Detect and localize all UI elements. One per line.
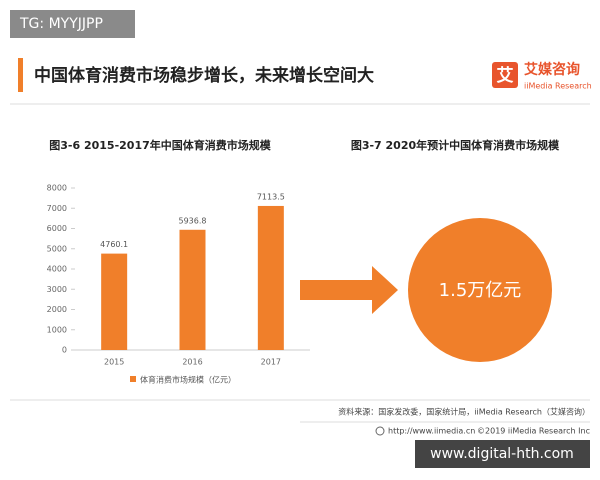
- logo-sub: iiMedia Research: [524, 82, 592, 91]
- y-tick-label: 3000: [47, 285, 67, 294]
- logo-icon-bg: [492, 62, 518, 88]
- logo-icon: 艾: [497, 65, 514, 86]
- legend-label: 体育消费市场规模（亿元）: [140, 375, 236, 385]
- data-label: 4760.1: [100, 240, 128, 249]
- bar: [179, 229, 206, 350]
- x-tick-label: 2017: [261, 358, 281, 367]
- forecast-title: 图3-7 2020年预计中国体育消费市场规模: [351, 138, 560, 152]
- y-tick-label: 4000: [47, 265, 67, 274]
- y-tick-label: 6000: [47, 224, 67, 233]
- y-tick-label: 7000: [47, 204, 67, 213]
- watermark-box: [10, 10, 135, 38]
- footer-copyright: ©2019 iiMedia Research Inc: [477, 427, 590, 436]
- slide-title: 中国体育消费市场稳步增长，未来增长空间大: [34, 65, 374, 86]
- data-label: 5936.8: [179, 216, 207, 225]
- title-accent: [18, 58, 23, 92]
- x-tick-label: 2016: [182, 358, 202, 367]
- chart-title: 图3-6 2015-2017年中国体育消费市场规模: [49, 138, 271, 152]
- bar: [101, 253, 128, 350]
- y-tick-label: 5000: [47, 244, 67, 253]
- bar: [257, 205, 284, 350]
- y-tick-label: 1000: [47, 325, 67, 334]
- watermark-text: TG: MYYJJPP: [19, 16, 103, 32]
- arrow: [300, 266, 398, 314]
- y-tick-label: 8000: [47, 184, 67, 193]
- legend-swatch: [130, 376, 136, 382]
- data-label: 7113.5: [257, 192, 285, 201]
- forecast-label: 1.5万亿元: [439, 280, 522, 301]
- y-tick-label: 0: [62, 346, 67, 355]
- y-tick-label: 2000: [47, 305, 67, 314]
- watermark-text-bottom: www.digital-hth.com: [430, 446, 574, 462]
- logo-name: 艾媒咨询: [524, 61, 580, 78]
- source-note: 资料来源：国家发改委，国家统计局，iiMedia Research（艾媒咨询）: [338, 407, 590, 417]
- forecast-circle: [408, 218, 552, 362]
- x-tick-label: 2015: [104, 358, 124, 367]
- footer-url: http://www.iimedia.cn: [388, 427, 475, 436]
- watermark-box-bottom: [415, 440, 590, 468]
- globe-icon: [375, 426, 385, 436]
